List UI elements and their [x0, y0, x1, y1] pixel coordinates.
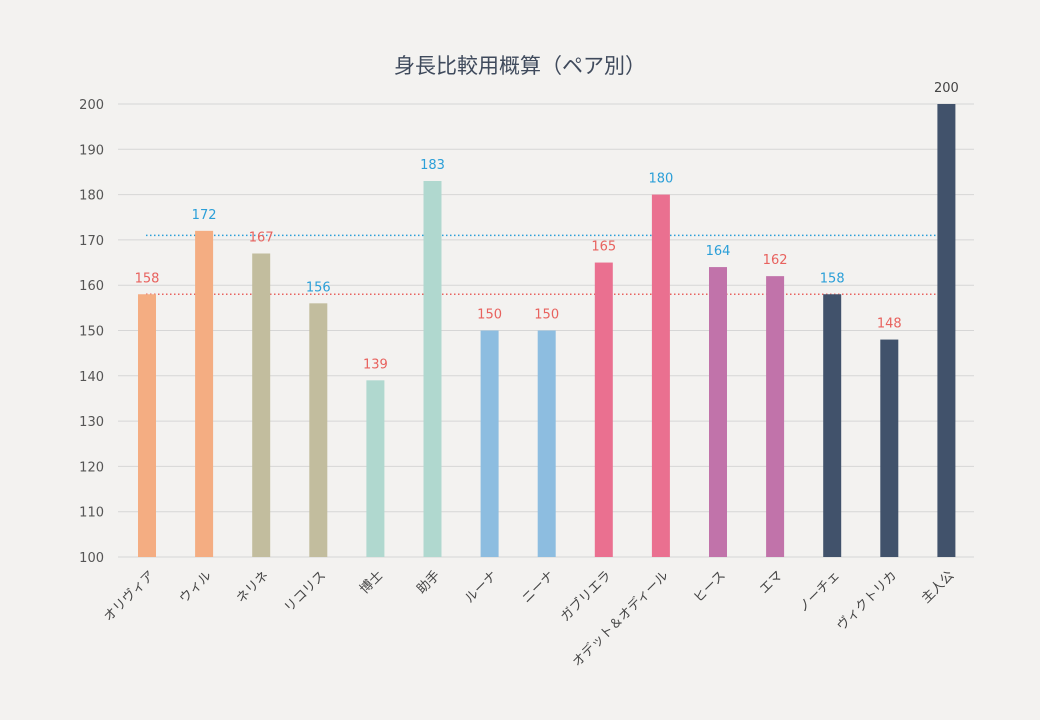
- y-tick-label: 110: [79, 506, 104, 521]
- category-label: ガブリエラ: [557, 568, 614, 625]
- x-axis-categories: オリヴィア ウィル ネリネ リコリス 博士 助手 ルーナ ニーナ ガブリエラオデット＆オディール…: [101, 568, 958, 671]
- y-tick-label: 160: [79, 279, 104, 294]
- y-tick-label: 170: [79, 234, 104, 249]
- y-tick-label: 130: [79, 415, 104, 430]
- bar: [594, 262, 613, 557]
- y-tick-label: 150: [79, 325, 104, 340]
- category-label: ヒース: [691, 568, 729, 606]
- category-label: 助手: [414, 568, 443, 597]
- bar: [366, 380, 385, 557]
- bar: [138, 294, 156, 557]
- y-tick-label: 100: [79, 551, 104, 566]
- value-label: 150: [534, 308, 559, 323]
- y-tick-label: 190: [79, 143, 104, 158]
- category-label: 博士: [357, 568, 386, 597]
- category-label: ネリネ: [234, 568, 272, 606]
- category-label: ニーナ: [519, 568, 557, 606]
- value-label: 180: [648, 172, 673, 187]
- y-tick-label: 120: [79, 460, 104, 475]
- value-label: 158: [820, 271, 845, 286]
- category-label: ヴィクトリカ: [834, 568, 900, 634]
- bar: [537, 330, 556, 557]
- reference-lines: [146, 234, 944, 296]
- value-label: 158: [135, 271, 160, 286]
- category-label: リコリス: [282, 568, 329, 615]
- bar: [880, 339, 899, 557]
- value-labels: 158 172 167 156 139 183 150 150 165 180 164 162 158 1…: [135, 81, 959, 372]
- chart-title: 身長比較用概算（ペア別）: [394, 54, 646, 78]
- bar: [195, 230, 214, 557]
- y-tick-label: 200: [79, 98, 104, 113]
- bar: [766, 276, 785, 557]
- value-label: 172: [192, 208, 217, 223]
- bar: [480, 330, 499, 557]
- y-tick-label: 140: [79, 370, 104, 385]
- bar: [937, 104, 956, 557]
- category-label: 主人公: [919, 568, 957, 606]
- value-label: 150: [477, 308, 502, 323]
- category-label: ノーチェ: [796, 568, 843, 615]
- value-label: 200: [934, 81, 959, 96]
- bar: [309, 303, 328, 557]
- y-tick-label: 180: [79, 189, 104, 204]
- bar: [823, 294, 842, 557]
- category-label: オリヴィア: [101, 568, 158, 625]
- value-label: 156: [306, 280, 331, 295]
- category-label: エマ: [757, 568, 786, 597]
- value-label: 148: [877, 317, 902, 332]
- y-axis-ticks: 100 110 120 130 140 150 160 170 180 190 200: [79, 98, 104, 566]
- category-label: ルーナ: [462, 568, 500, 606]
- bar: [651, 194, 670, 557]
- category-label: オデット＆オディール: [569, 568, 672, 671]
- value-label: 183: [420, 158, 445, 173]
- bar: [252, 253, 271, 558]
- bar: [423, 181, 442, 557]
- value-label: 167: [249, 230, 274, 245]
- category-label: ウィル: [177, 568, 215, 606]
- value-label: 162: [763, 253, 788, 268]
- bar: [709, 267, 727, 557]
- value-label: 165: [591, 240, 616, 255]
- value-label: 139: [363, 357, 388, 372]
- value-label: 164: [706, 244, 731, 259]
- bars: [138, 104, 956, 558]
